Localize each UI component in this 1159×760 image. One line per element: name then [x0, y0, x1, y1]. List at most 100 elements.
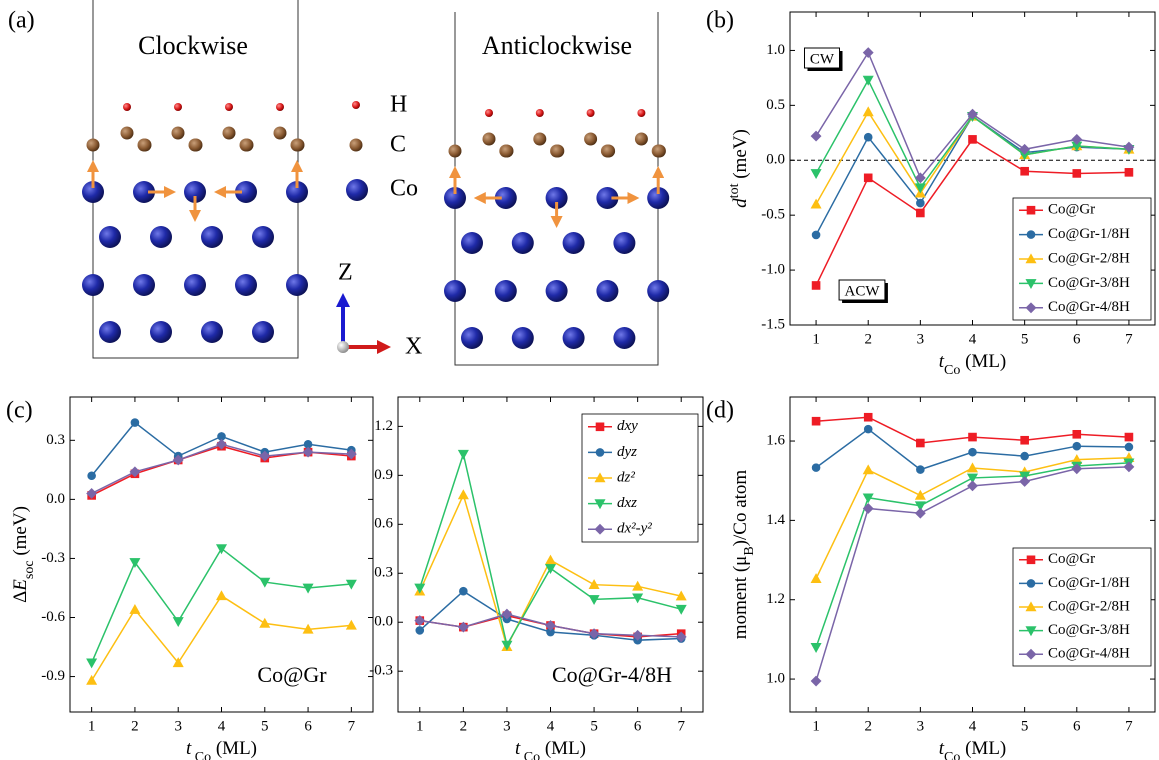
atom [235, 274, 257, 296]
atom [584, 133, 597, 146]
x-tick-label: 1 [88, 718, 96, 734]
marker [1073, 430, 1081, 438]
atom [461, 232, 483, 254]
atom [123, 103, 131, 111]
atom [241, 139, 254, 152]
legend-label: dyz [617, 444, 637, 460]
atom [495, 280, 517, 302]
x-tick-label: 4 [969, 331, 977, 347]
marker [1125, 433, 1133, 441]
legend-label: Co@Gr-3/8H [1048, 622, 1130, 638]
cell-title: Anticlockwise [482, 31, 632, 60]
atom-legend-label: Co [390, 176, 418, 202]
atom [346, 179, 368, 201]
marker [864, 425, 872, 433]
legend-label: Co@Gr [1048, 551, 1095, 567]
x-tick-label: 3 [174, 718, 182, 734]
marker [812, 464, 820, 472]
x-axis-label: tCo (ML) [939, 738, 1007, 760]
x-tick-label: 6 [1073, 718, 1081, 734]
atom [133, 274, 155, 296]
y-tick-label: 1.4 [766, 512, 785, 528]
marker [915, 508, 925, 518]
y-tick-label: 0.3 [374, 565, 393, 581]
marker [863, 107, 873, 116]
marker [1021, 452, 1029, 460]
atom [286, 274, 308, 296]
y-tick-label: 0.0 [46, 491, 65, 507]
marker [459, 587, 467, 595]
marker [546, 555, 556, 564]
marker [1027, 206, 1035, 214]
x-tick-label: 1 [812, 331, 820, 347]
marker [458, 490, 468, 499]
atom [184, 274, 206, 296]
marker [969, 448, 977, 456]
atom [501, 145, 514, 158]
marker [546, 564, 556, 573]
legend-label: Co@Gr-2/8H [1048, 250, 1130, 266]
atom [533, 133, 546, 146]
atom [512, 232, 534, 254]
x-tick-label: 1 [812, 718, 820, 734]
marker [812, 281, 820, 289]
atom [587, 109, 595, 117]
y-tick-label: -0.5 [761, 207, 785, 223]
marker [811, 199, 821, 208]
annotation: CW [810, 51, 835, 67]
x-tick-label: 3 [917, 331, 925, 347]
axis-origin [337, 341, 349, 353]
x-tick-label: 4 [547, 718, 555, 734]
marker [864, 174, 872, 182]
marker [811, 643, 821, 652]
legend-label: Co@Gr [1048, 202, 1095, 218]
label-part: (ML) [540, 738, 586, 759]
marker [1021, 436, 1029, 444]
y-tick-label: -0.6 [41, 609, 65, 625]
y-axis-label: moment (μB)/Co atom [730, 470, 756, 640]
atom [536, 109, 544, 117]
marker [863, 503, 873, 513]
label-part: (meV) [730, 129, 751, 183]
atom [82, 274, 104, 296]
y-tick-label: 1.2 [766, 591, 785, 607]
atom [99, 226, 121, 248]
axis-label: Z [338, 260, 353, 286]
marker [303, 584, 313, 593]
label-part: E [10, 579, 31, 592]
atom [635, 133, 648, 146]
atom [653, 145, 666, 158]
marker [1073, 169, 1081, 177]
marker [131, 419, 139, 427]
x-tick-label: 1 [416, 718, 424, 734]
marker [863, 465, 873, 474]
label-part: (ML) [211, 738, 257, 759]
marker [346, 620, 356, 629]
y-tick-label: -0.9 [41, 668, 65, 684]
marker [416, 626, 424, 634]
cell-title: Clockwise [138, 31, 248, 60]
atom [461, 327, 483, 349]
marker [969, 135, 977, 143]
marker [88, 472, 96, 480]
label-part: soc [22, 560, 37, 579]
annotation: ACW [845, 283, 881, 299]
x-axis-label: t Co (ML) [186, 738, 257, 760]
marker [87, 676, 97, 685]
atom [252, 321, 274, 343]
marker [968, 463, 978, 472]
x-tick-label: 5 [1021, 718, 1029, 734]
legend-label: dxz [617, 495, 637, 511]
marker [812, 231, 820, 239]
marker [458, 450, 468, 459]
marker [864, 133, 872, 141]
marker [1021, 167, 1029, 175]
x-tick-label: 7 [348, 718, 356, 734]
x-tick-label: 4 [969, 718, 977, 734]
y-axis-label: dtot (meV) [727, 129, 752, 208]
atom [352, 101, 360, 109]
label-part: tot [727, 183, 742, 198]
label-part: B [742, 546, 757, 555]
y-tick-label: 1.0 [766, 671, 785, 687]
y-tick-label: 0.0 [766, 152, 785, 168]
